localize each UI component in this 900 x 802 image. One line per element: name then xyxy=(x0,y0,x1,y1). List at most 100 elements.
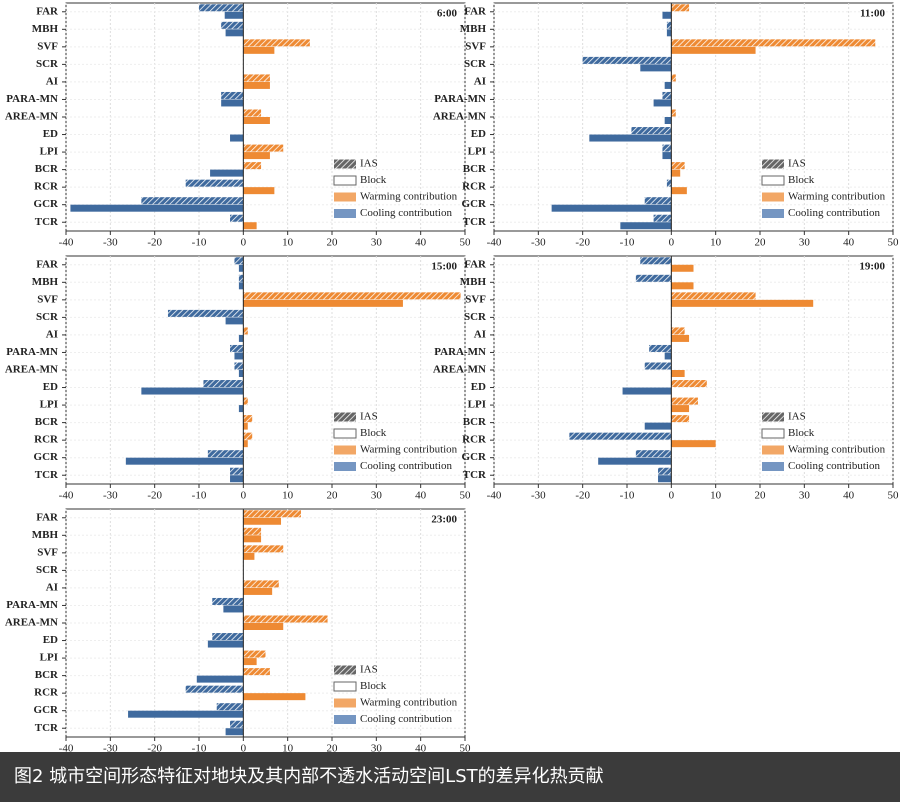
bar xyxy=(243,144,284,152)
x-tick-label: 0 xyxy=(241,490,247,502)
bar xyxy=(666,179,672,187)
bar xyxy=(649,344,672,352)
bar xyxy=(598,457,672,465)
y-tick-label: GCR xyxy=(34,198,60,210)
y-tick-label: SCR xyxy=(36,58,59,70)
bar xyxy=(644,422,672,430)
bar xyxy=(620,222,672,230)
bar xyxy=(671,380,707,388)
y-tick-label: MBH xyxy=(460,276,487,288)
bar xyxy=(671,4,690,12)
bar xyxy=(635,274,672,282)
x-tick-label: -30 xyxy=(103,743,118,752)
bar xyxy=(243,615,328,623)
bar xyxy=(238,282,244,290)
legend-label: Block xyxy=(360,680,387,692)
bar xyxy=(243,432,253,440)
y-tick-label: AI xyxy=(46,75,58,87)
bar xyxy=(141,197,244,205)
y-tick-label: TCR xyxy=(463,469,487,481)
x-tick-label: -10 xyxy=(192,743,207,752)
x-tick-label: 10 xyxy=(282,490,294,502)
y-tick-label: SCR xyxy=(36,311,59,323)
bar xyxy=(125,457,244,465)
bar xyxy=(243,162,262,170)
x-tick-label: 20 xyxy=(327,743,339,752)
y-tick-label: RCR xyxy=(462,434,487,446)
x-tick-label: 50 xyxy=(888,490,900,502)
y-tick-label: AI xyxy=(46,328,58,340)
x-tick-label: -20 xyxy=(147,490,162,502)
bar xyxy=(243,292,461,300)
bar xyxy=(243,74,270,82)
y-tick-label: AI xyxy=(474,75,486,87)
y-tick-label: LPI xyxy=(40,146,58,158)
chart: -40 -30 -20 -10 0 10 20 30 40 50 FAR MBH SVF SCR AI PAR… xyxy=(5,2,900,755)
bar xyxy=(234,352,244,360)
y-tick-label: GCR xyxy=(462,198,488,210)
x-tick-label: 40 xyxy=(415,743,427,752)
y-tick-label: PARA-MN xyxy=(6,93,58,105)
bar xyxy=(640,64,672,72)
bar xyxy=(662,91,672,99)
bar xyxy=(671,162,685,170)
legend-label: IAS xyxy=(360,664,378,676)
y-tick-label: AREA-MN xyxy=(5,617,58,629)
x-tick-label: -30 xyxy=(531,490,546,502)
bar xyxy=(664,117,672,124)
bar xyxy=(243,117,270,124)
bar xyxy=(671,299,814,307)
y-tick-label: TCR xyxy=(35,216,59,228)
bar xyxy=(653,214,672,222)
panel-title: 15:00 xyxy=(431,261,457,273)
legend-label: Warming contribution xyxy=(360,697,458,709)
legend-label: Cooling contribution xyxy=(360,713,452,725)
bar xyxy=(664,352,672,360)
y-tick-label: GCR xyxy=(34,704,60,716)
bar xyxy=(671,169,681,177)
y-tick-label: BCR xyxy=(35,669,59,681)
bar xyxy=(243,552,255,560)
bar xyxy=(653,99,672,107)
y-tick-label: ED xyxy=(471,381,486,393)
bar xyxy=(210,169,244,177)
legend-label: Warming contribution xyxy=(788,191,886,203)
bar xyxy=(212,633,244,641)
y-tick-label: MBH xyxy=(32,529,59,541)
legend-label: Block xyxy=(360,174,387,186)
bar xyxy=(230,344,244,352)
bar xyxy=(671,327,685,335)
y-tick-label: AREA-MN xyxy=(5,111,58,123)
bar xyxy=(223,605,244,613)
bar xyxy=(662,144,672,152)
y-tick-label: RCR xyxy=(34,434,59,446)
bar xyxy=(238,370,244,377)
bar xyxy=(203,380,244,388)
legend-label: IAS xyxy=(788,158,806,170)
legend-label: Warming contribution xyxy=(360,191,458,203)
bar xyxy=(671,46,756,54)
bar xyxy=(671,39,876,47)
y-tick-label: LPI xyxy=(468,146,486,158)
bar xyxy=(185,685,244,693)
bar xyxy=(662,11,672,19)
y-tick-label: PARA-MN xyxy=(434,346,486,358)
y-tick-label: ED xyxy=(43,634,58,646)
y-tick-label: PARA-MN xyxy=(6,346,58,358)
bar xyxy=(671,187,687,195)
y-tick-label: SVF xyxy=(37,40,58,52)
legend-label: IAS xyxy=(360,158,378,170)
y-tick-label: GCR xyxy=(462,451,488,463)
x-tick-label: 20 xyxy=(755,490,767,502)
y-tick-label: AREA-MN xyxy=(5,364,58,376)
legend-label: IAS xyxy=(360,411,378,423)
legend-swatch xyxy=(762,159,784,169)
bar xyxy=(221,99,244,107)
x-tick-label: -30 xyxy=(103,237,118,249)
bar xyxy=(664,81,672,89)
legend-swatch xyxy=(762,192,784,202)
bar xyxy=(230,475,244,483)
y-tick-label: FAR xyxy=(36,5,59,17)
bar xyxy=(243,580,279,588)
